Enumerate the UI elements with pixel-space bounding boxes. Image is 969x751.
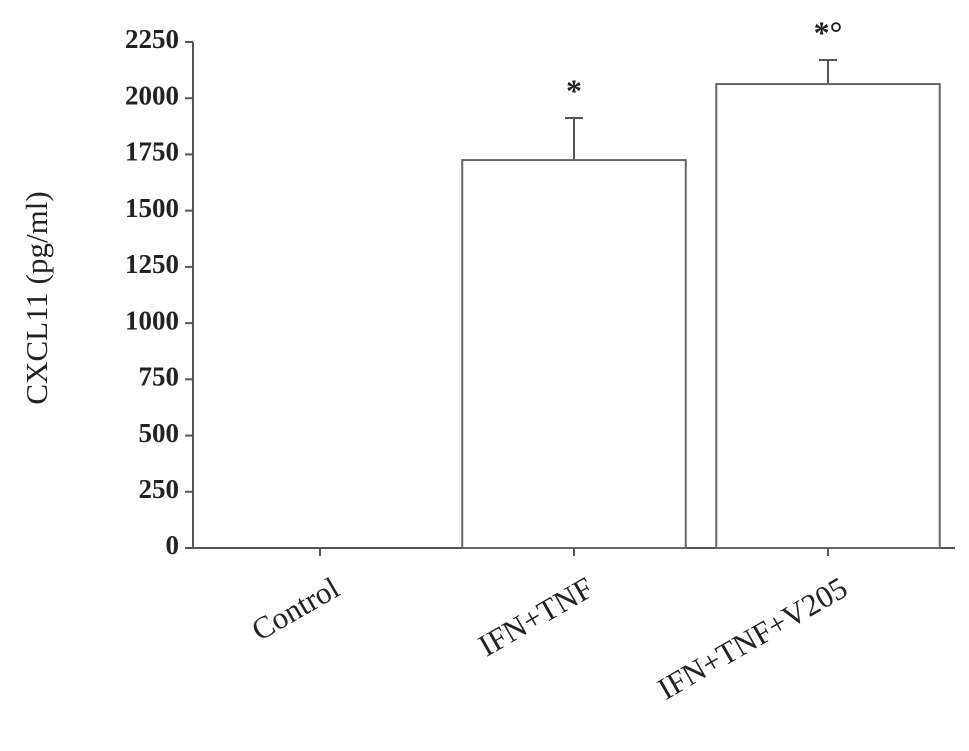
y-tick-label: 1000 <box>125 305 179 335</box>
y-tick-label: 2250 <box>125 24 179 54</box>
axes <box>192 42 955 549</box>
bar <box>715 83 941 549</box>
y-tick-label: 1750 <box>125 137 179 167</box>
annotation: *° <box>814 14 843 50</box>
y-tick-label: 0 <box>166 530 180 560</box>
y-tick-label: 500 <box>139 418 180 448</box>
y-tick-label: 750 <box>139 362 180 392</box>
x-tick-label: IFN+TNF+V205 <box>652 570 853 706</box>
y-tick-label: 250 <box>139 474 180 504</box>
x-tick-label: Control <box>246 570 346 648</box>
bar <box>461 159 687 549</box>
y-axis-label: CXCL11 (pg/ml) <box>19 191 54 404</box>
annotation: * <box>566 72 582 108</box>
y-tick-label: 1500 <box>125 193 179 223</box>
y-tick-label: 2000 <box>125 80 179 110</box>
x-tick-label: IFN+TNF <box>472 570 599 663</box>
y-tick-label: 1250 <box>125 249 179 279</box>
